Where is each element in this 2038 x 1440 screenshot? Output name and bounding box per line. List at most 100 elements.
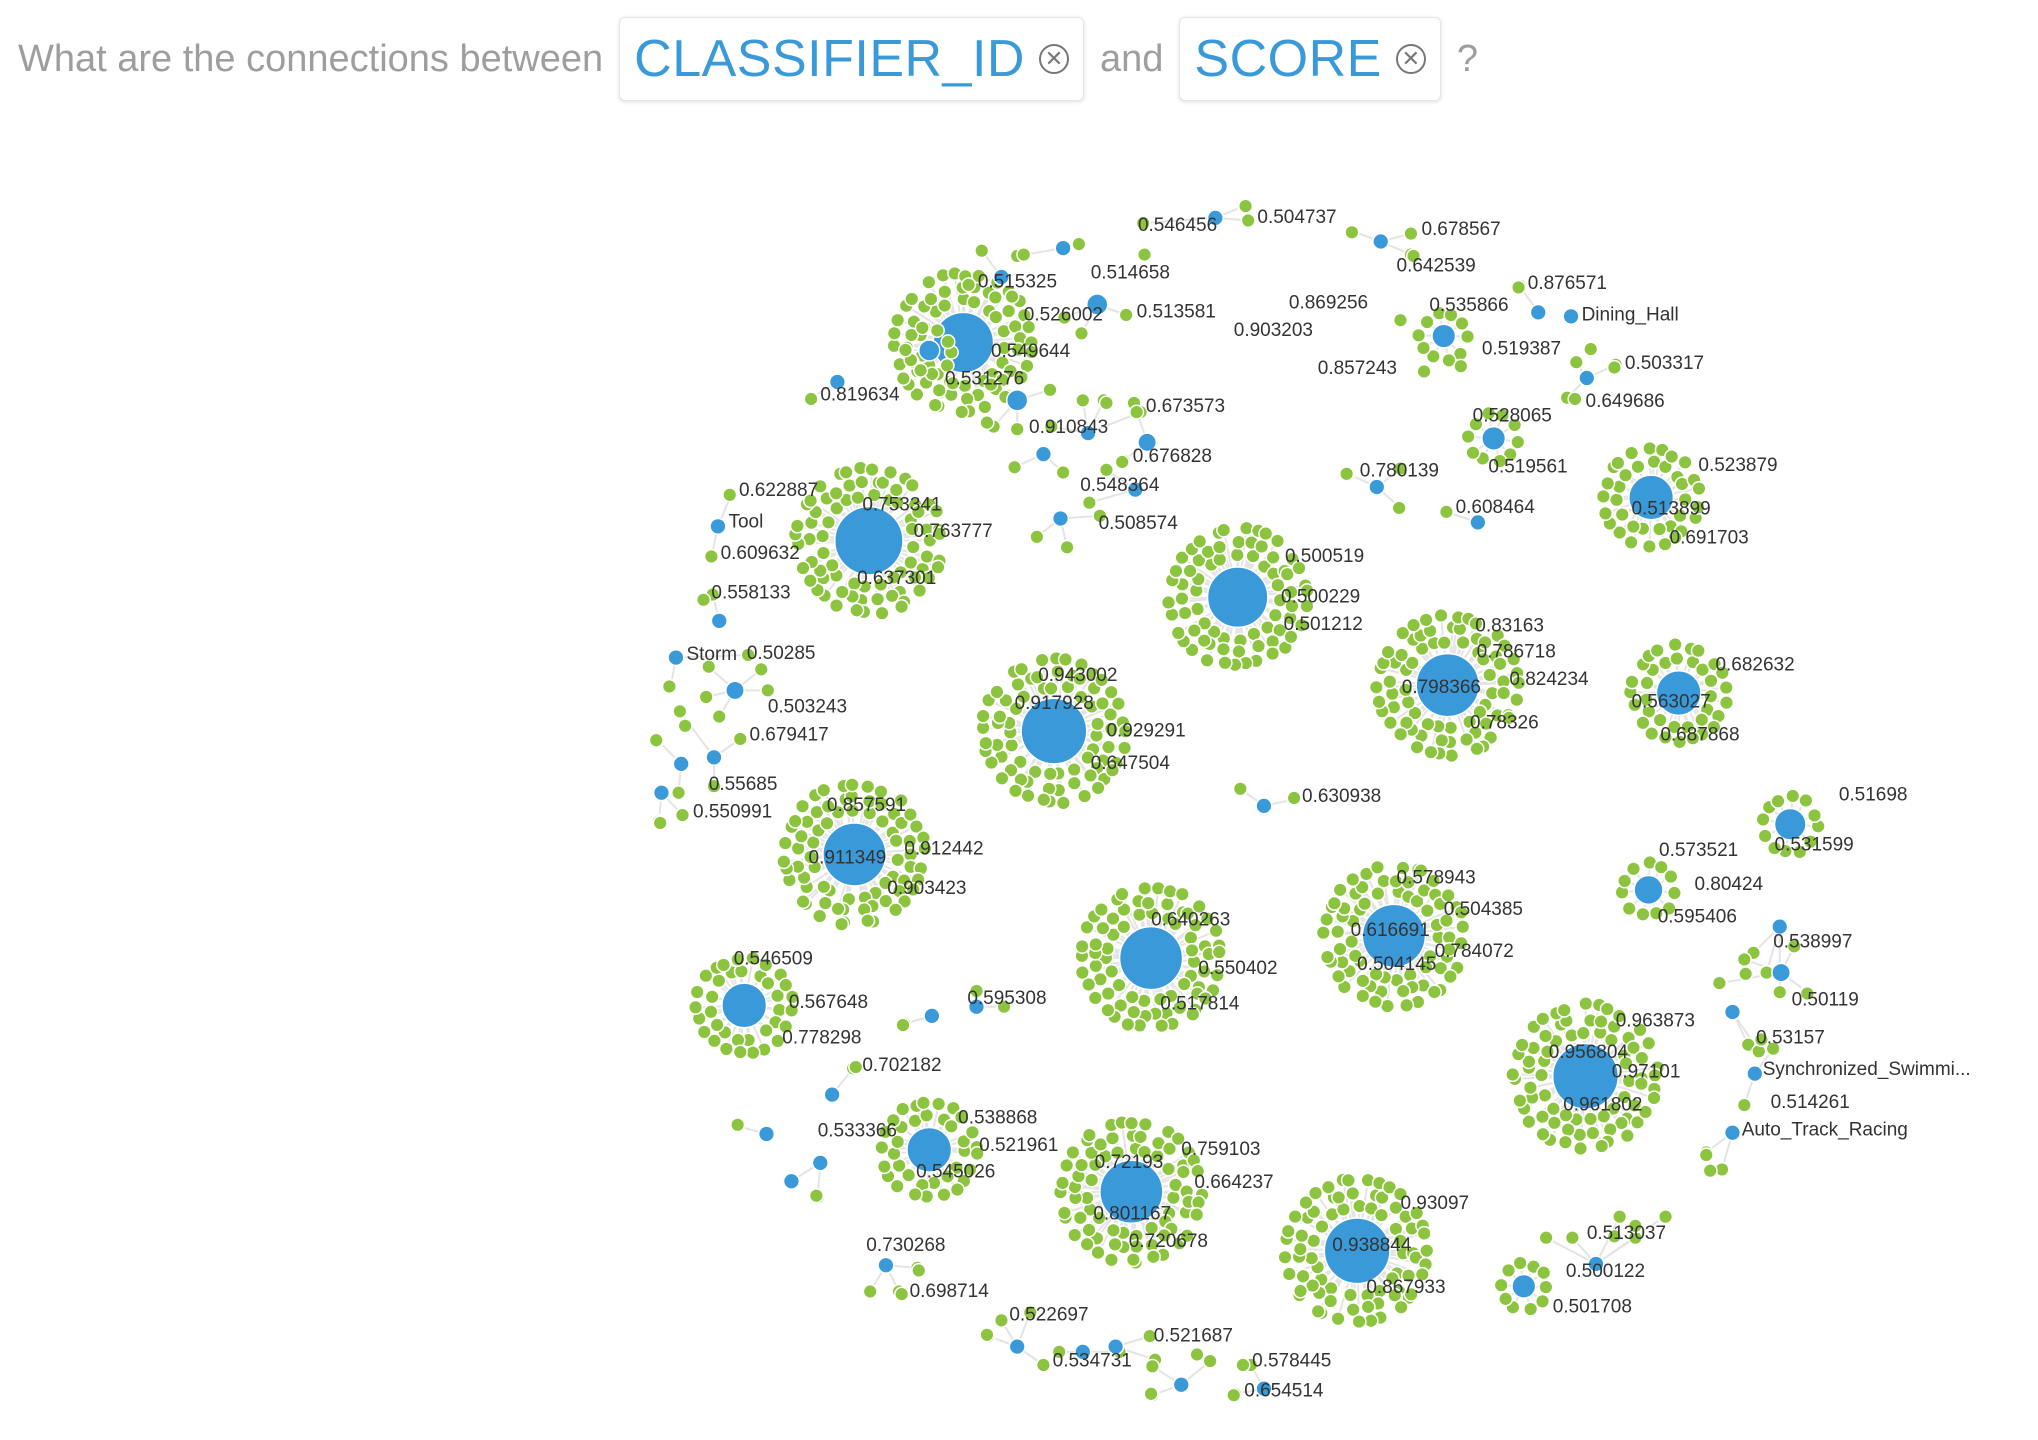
score-node[interactable]	[1698, 1147, 1714, 1163]
classifier-node[interactable]	[877, 1256, 895, 1274]
score-node[interactable]	[874, 813, 890, 830]
score-node[interactable]	[1192, 533, 1208, 549]
score-node[interactable]	[929, 503, 945, 519]
score-node[interactable]	[1006, 459, 1023, 475]
score-node[interactable]	[1690, 499, 1706, 515]
score-node[interactable]	[1162, 883, 1178, 899]
score-node[interactable]	[940, 334, 956, 350]
score-node[interactable]	[876, 1158, 892, 1175]
score-node[interactable]	[652, 815, 668, 831]
score-node[interactable]	[1186, 622, 1202, 639]
score-node[interactable]	[1103, 684, 1119, 700]
score-node[interactable]	[1100, 986, 1116, 1002]
score-node[interactable]	[1216, 522, 1232, 538]
score-node[interactable]	[1403, 1286, 1419, 1302]
score-node[interactable]	[1671, 734, 1688, 750]
score-node[interactable]	[1753, 1031, 1769, 1048]
score-node[interactable]	[812, 478, 828, 494]
score-node[interactable]	[904, 291, 920, 307]
score-node[interactable]	[1498, 1291, 1514, 1307]
score-node[interactable]	[983, 376, 999, 393]
score-node[interactable]	[1100, 739, 1117, 755]
score-node[interactable]	[1059, 1157, 1075, 1173]
score-node[interactable]	[1623, 534, 1639, 550]
score-node[interactable]	[1331, 1189, 1347, 1205]
score-node[interactable]	[1161, 1141, 1178, 1157]
score-node[interactable]	[778, 977, 794, 993]
score-node[interactable]	[1594, 1138, 1610, 1154]
score-node[interactable]	[795, 560, 811, 576]
score-node[interactable]	[1180, 905, 1196, 922]
score-node[interactable]	[793, 828, 809, 844]
score-node[interactable]	[1706, 719, 1722, 735]
classifier-hub-node[interactable]	[1481, 425, 1507, 451]
score-node[interactable]	[1644, 726, 1660, 742]
score-node[interactable]	[1641, 538, 1657, 555]
score-node[interactable]	[1374, 1190, 1390, 1206]
score-node[interactable]	[1022, 1304, 1038, 1321]
score-node[interactable]	[1368, 966, 1384, 982]
score-node[interactable]	[1472, 704, 1488, 720]
score-node[interactable]	[1634, 1050, 1650, 1066]
score-node[interactable]	[1093, 1136, 1109, 1153]
score-node[interactable]	[860, 913, 876, 929]
score-node[interactable]	[816, 879, 832, 895]
score-node[interactable]	[1384, 1270, 1400, 1286]
score-node[interactable]	[1469, 741, 1485, 757]
score-node[interactable]	[1478, 716, 1494, 732]
score-node[interactable]	[1602, 1121, 1618, 1138]
score-node[interactable]	[706, 1033, 722, 1049]
score-node[interactable]	[812, 908, 828, 924]
score-node[interactable]	[1080, 750, 1096, 766]
score-node[interactable]	[1355, 988, 1371, 1004]
classifier-node[interactable]	[1368, 478, 1386, 496]
score-node[interactable]	[890, 852, 906, 868]
classifier-hub-node[interactable]	[721, 982, 768, 1029]
score-node[interactable]	[1558, 1107, 1574, 1123]
score-node[interactable]	[1293, 617, 1310, 633]
score-node[interactable]	[919, 548, 935, 565]
score-node[interactable]	[873, 576, 889, 593]
score-node[interactable]	[1202, 1353, 1218, 1369]
score-node[interactable]	[1094, 695, 1111, 711]
score-node[interactable]	[1077, 788, 1093, 804]
score-node[interactable]	[1510, 434, 1526, 450]
score-node[interactable]	[794, 798, 811, 814]
score-node[interactable]	[1382, 715, 1399, 731]
score-node[interactable]	[1283, 629, 1299, 645]
score-node[interactable]	[1013, 661, 1030, 677]
score-node[interactable]	[864, 461, 880, 478]
classifier-hub-node[interactable]	[1431, 323, 1457, 349]
score-node[interactable]	[1641, 1035, 1657, 1051]
score-node[interactable]	[1535, 1126, 1551, 1142]
score-node[interactable]	[992, 709, 1008, 725]
score-node[interactable]	[1332, 941, 1348, 957]
score-node[interactable]	[873, 784, 889, 800]
score-node[interactable]	[1185, 1006, 1201, 1022]
classifier-hub-node[interactable]	[1633, 874, 1664, 906]
score-node[interactable]	[917, 841, 933, 857]
score-node[interactable]	[1496, 685, 1512, 701]
score-node[interactable]	[1568, 354, 1584, 370]
score-node[interactable]	[1036, 792, 1052, 808]
score-node[interactable]	[914, 320, 930, 336]
score-node[interactable]	[1373, 1207, 1390, 1223]
score-node[interactable]	[996, 999, 1012, 1015]
score-node[interactable]	[1418, 959, 1434, 975]
score-node[interactable]	[1358, 866, 1375, 882]
score-node[interactable]	[1393, 726, 1409, 742]
score-node[interactable]	[1187, 917, 1203, 933]
score-node[interactable]	[722, 487, 738, 503]
score-node[interactable]	[848, 1059, 864, 1075]
score-node[interactable]	[829, 500, 845, 516]
score-node[interactable]	[1653, 859, 1669, 875]
score-node[interactable]	[1413, 862, 1429, 879]
score-node[interactable]	[701, 659, 717, 675]
score-node[interactable]	[1802, 834, 1819, 850]
score-node[interactable]	[1460, 428, 1476, 445]
score-node[interactable]	[903, 327, 920, 343]
score-node[interactable]	[815, 528, 831, 544]
score-node[interactable]	[1197, 615, 1213, 631]
score-node[interactable]	[1137, 880, 1153, 896]
score-node[interactable]	[1534, 1293, 1551, 1309]
